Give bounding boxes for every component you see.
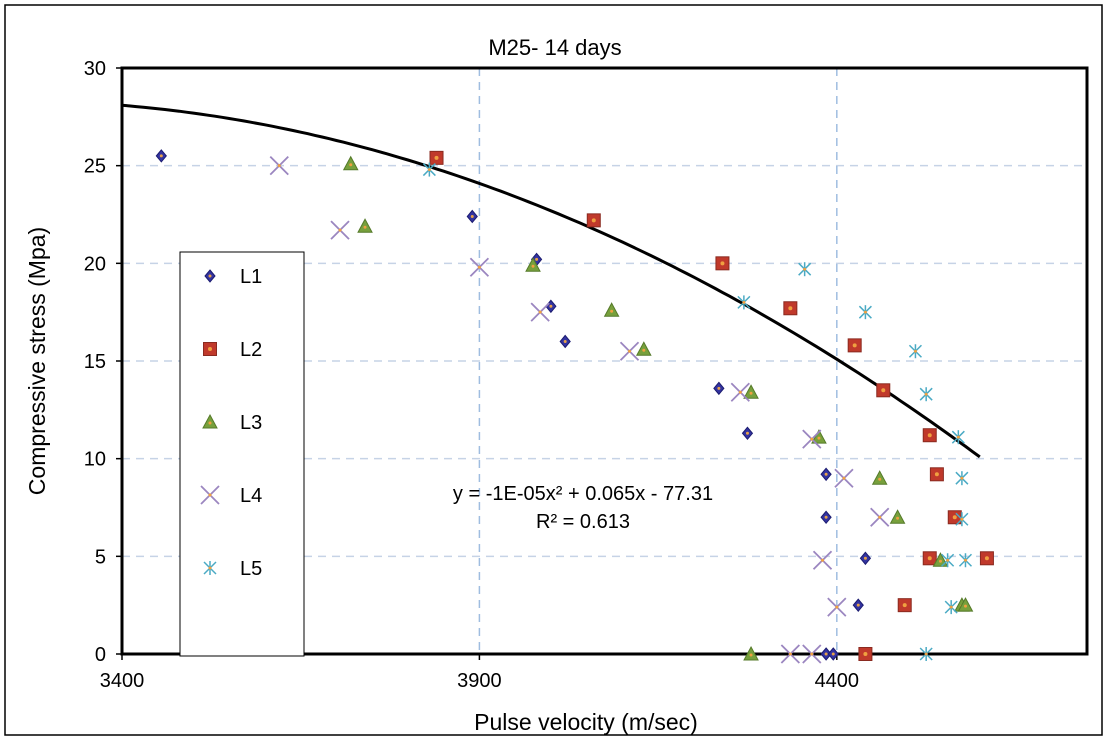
data-point-l5 [955, 512, 969, 527]
legend-label-l2: L2 [240, 339, 262, 361]
legend-marker-l2 [203, 342, 217, 356]
data-point-l3 [871, 470, 888, 485]
data-point-l1 [713, 381, 725, 396]
data-point-l1 [859, 551, 872, 566]
legend-marker-l5 [203, 561, 217, 575]
x-tick-label: 4400 [815, 670, 860, 692]
data-point-l2 [922, 551, 937, 566]
data-point-l5 [858, 305, 872, 320]
data-point-l2 [858, 647, 873, 661]
data-point-l4 [330, 220, 350, 240]
data-point-l5 [737, 295, 751, 310]
data-point-l5 [951, 430, 965, 445]
data-point-l3 [743, 384, 759, 399]
y-tick-label: 30 [84, 58, 106, 80]
x-tick-label: 3400 [100, 670, 145, 692]
data-point-l3 [889, 509, 906, 524]
data-point-l1 [820, 467, 832, 482]
y-tick-label: 0 [95, 644, 106, 666]
data-point-l2 [929, 467, 944, 482]
data-point-l5 [941, 553, 955, 568]
legend-box [179, 251, 305, 657]
data-point-l3 [525, 257, 541, 272]
y-tick-label: 25 [84, 156, 106, 178]
data-point-l4 [780, 644, 800, 664]
data-point-l5 [422, 162, 436, 177]
data-point-l1 [559, 334, 571, 349]
data-point-l2 [783, 301, 798, 316]
data-point-l2 [715, 256, 730, 271]
legend-label-l3: L3 [240, 412, 262, 434]
data-point-l1 [820, 510, 832, 525]
data-point-l2 [897, 598, 912, 613]
data-point-l4 [730, 382, 750, 402]
y-tick-label: 20 [84, 253, 106, 275]
y-tick-label: 10 [84, 449, 106, 471]
data-point-l2 [586, 213, 601, 228]
data-point-l3 [957, 597, 974, 612]
legend-marker-l4 [200, 485, 220, 505]
legend-items: L1 L2 L3 L4 L5 [200, 266, 262, 580]
data-point-l2 [947, 510, 962, 525]
trendline-r-squared: R² = 0.613 [536, 511, 630, 533]
axis-layer: 0 5 10 15 20 25 30 3400 3900 4400 [84, 58, 859, 692]
data-point-l4 [827, 597, 847, 617]
data-point-l4 [469, 257, 490, 277]
data-point-l1 [852, 598, 864, 612]
data-point-l3 [357, 218, 373, 233]
trendline-equation: y = -1E-05x² + 0.065x - 77.31 [453, 483, 713, 505]
chart-title: M25- 14 days [488, 35, 621, 60]
legend-marker-l1 [204, 269, 216, 283]
legend-label-l4: L4 [240, 485, 262, 507]
data-point-l5 [798, 262, 812, 277]
data-point-l5 [908, 344, 922, 359]
trendline-layer [121, 103, 981, 459]
data-point-l4 [802, 644, 822, 664]
data-point-l3 [743, 645, 759, 661]
data-point-l4 [269, 156, 289, 176]
data-point-l3 [342, 155, 359, 171]
data-point-l4 [530, 302, 550, 322]
data-point-l2 [979, 551, 994, 566]
data-point-l2 [429, 150, 444, 165]
data-point-l1 [155, 149, 167, 163]
data-point-l1 [827, 647, 839, 661]
y-tick-label: 5 [95, 546, 106, 568]
data-point-l4 [834, 468, 854, 488]
legend: L1 L2 L3 L4 L5 [179, 251, 305, 657]
legend-label-l1: L1 [240, 266, 262, 288]
data-point-l5 [955, 471, 969, 486]
data-point-l1 [466, 209, 478, 224]
x-tick-label: 3900 [457, 670, 502, 692]
data-point-l3 [603, 302, 620, 317]
legend-marker-l3 [202, 413, 218, 429]
data-point-l4 [812, 550, 833, 570]
y-tick-label: 15 [84, 351, 106, 373]
data-point-l1 [741, 426, 754, 441]
data-point-l5 [944, 600, 958, 615]
data-point-l5 [919, 387, 933, 402]
legend-label-l5: L5 [240, 558, 262, 580]
trendline [121, 103, 981, 459]
data-point-l5 [919, 647, 933, 661]
data-point-l3 [635, 341, 652, 356]
data-point-l4 [802, 429, 822, 449]
x-axis-title: Pulse velocity (m/sec) [474, 709, 698, 735]
data-point-l5 [958, 553, 973, 568]
data-point-l4 [619, 341, 640, 361]
data-point-l2 [876, 383, 891, 398]
data-point-l2 [847, 338, 862, 353]
points-layer [155, 149, 994, 664]
data-point-l2 [922, 428, 937, 443]
chart-outer-border [4, 4, 1103, 736]
data-point-l4 [870, 507, 890, 527]
y-axis-title: Compressive stress (Mpa) [24, 227, 50, 495]
